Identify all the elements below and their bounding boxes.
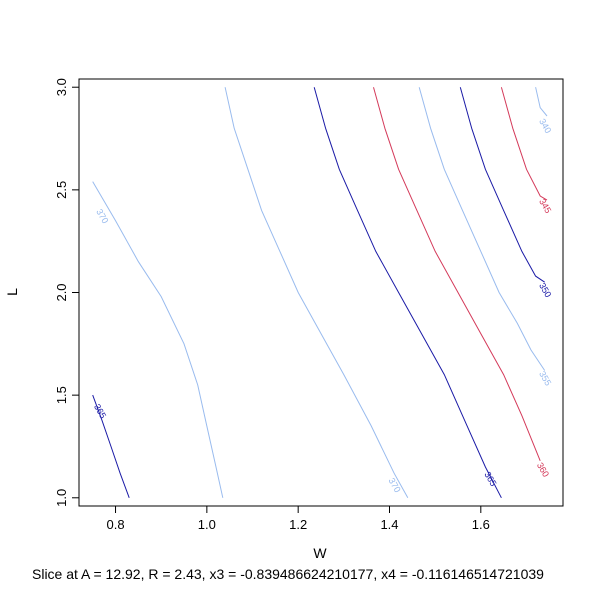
contour-label: 370	[387, 476, 403, 494]
contour-label: 345	[537, 197, 553, 215]
y-tick-label: 2.5	[54, 181, 69, 199]
contour-line	[418, 87, 546, 371]
x-axis-title: W	[313, 545, 327, 561]
x-tick-label: 1.6	[472, 517, 490, 532]
contour-line	[313, 87, 502, 499]
y-tick-label: 3.0	[54, 78, 69, 96]
x-tick-label: 1.0	[198, 517, 216, 532]
contour-line	[373, 87, 541, 461]
y-axis-title: L	[4, 288, 20, 296]
contour-label: 370	[94, 207, 110, 225]
contour-line	[224, 87, 409, 499]
contour-label: 340	[537, 117, 553, 135]
contour-label: 365	[92, 402, 108, 420]
contour-line	[459, 87, 545, 283]
plot-frame	[78, 78, 564, 507]
slice-caption: Slice at A = 12.92, R = 2.43, x3 = -0.83…	[32, 566, 544, 582]
x-tick-label: 1.2	[289, 517, 307, 532]
contour-line	[92, 181, 224, 498]
y-tick-label: 1.0	[54, 489, 69, 507]
contour-label: 365	[482, 470, 498, 488]
y-tick-label: 2.0	[54, 283, 69, 301]
contour-label: 355	[537, 369, 553, 387]
x-tick-label: 1.4	[380, 517, 398, 532]
contour-label: 350	[537, 281, 553, 299]
contour-line	[92, 394, 130, 498]
contour-line	[535, 87, 548, 117]
contour-label: 360	[535, 461, 551, 479]
contour-line	[500, 87, 548, 201]
y-tick-label: 1.5	[54, 386, 69, 404]
x-tick-label: 0.8	[106, 517, 124, 532]
